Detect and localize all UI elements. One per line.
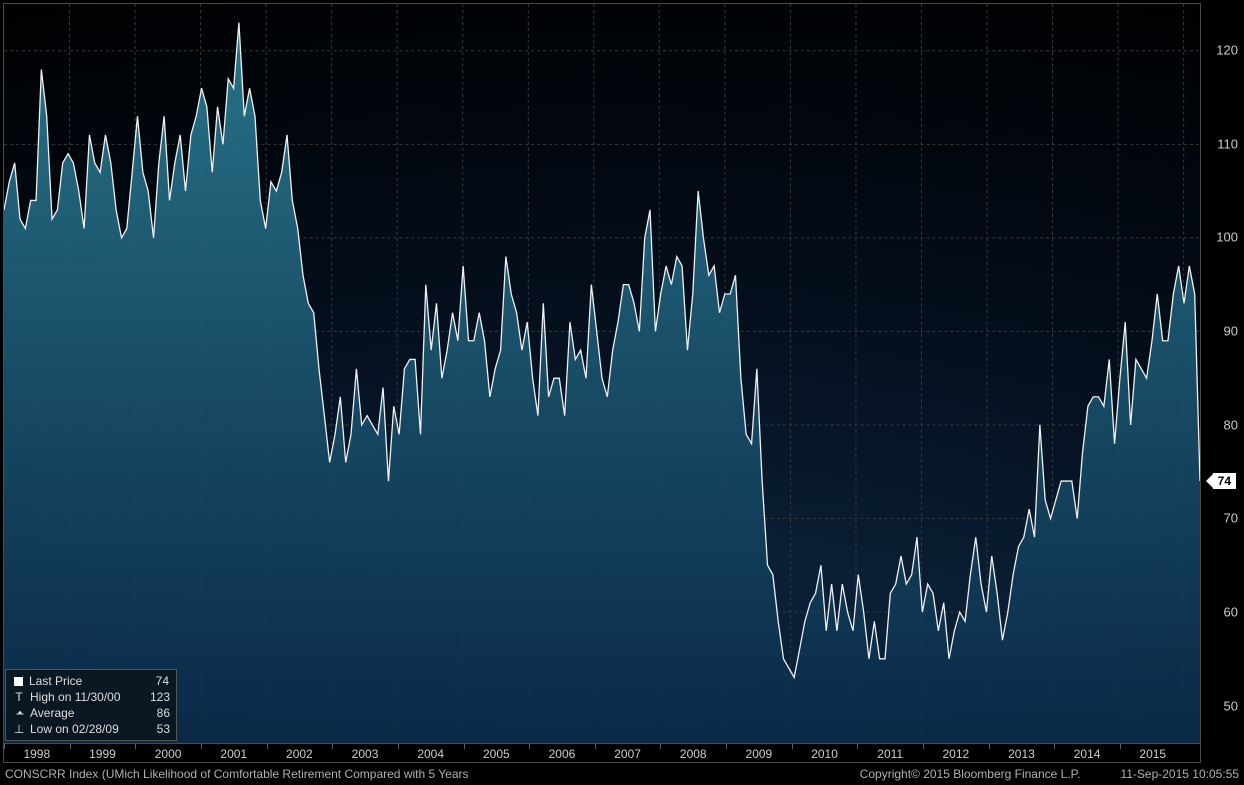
chart-container: 50 60 70 80 90 100 110 120 74 1998 1999 2000 2001 20… xyxy=(0,0,1244,785)
footer-timestamp: 11-Sep-2015 10:05:55 xyxy=(1120,767,1239,781)
low-icon: ⊥ xyxy=(12,721,26,737)
legend-value: 86 xyxy=(148,705,170,721)
x-tick-label: 2007 xyxy=(614,747,641,761)
x-axis: 1998 1999 2000 2001 2002 2003 2004 2005 2006 2007… xyxy=(3,743,1201,763)
x-tick-label: 2014 xyxy=(1074,747,1101,761)
y-tick-label: 50 xyxy=(1224,698,1238,713)
x-tick-label: 2002 xyxy=(286,747,313,761)
y-tick-label: 100 xyxy=(1216,230,1238,245)
x-tick-label: 1999 xyxy=(89,747,116,761)
x-tick-label: 2009 xyxy=(746,747,773,761)
y-tick-label: 90 xyxy=(1224,323,1238,338)
footer: CONSCRR Index (UMich Likelihood of Comfo… xyxy=(3,765,1241,783)
last-value-marker: 74 xyxy=(1213,473,1236,489)
square-icon xyxy=(14,677,23,686)
x-tick-label: 2013 xyxy=(1008,747,1035,761)
high-icon: T xyxy=(12,689,26,705)
x-tick-label: 1998 xyxy=(23,747,50,761)
legend-row-avg: -•- Average 86 xyxy=(12,705,170,721)
y-tick-label: 60 xyxy=(1224,604,1238,619)
x-tick-label: 2005 xyxy=(483,747,510,761)
legend-box: Last Price 74 T High on 11/30/00 123 -•-… xyxy=(5,669,177,741)
area-chart xyxy=(4,4,1200,743)
legend-row-last: Last Price 74 xyxy=(12,673,170,689)
x-tick-label: 2012 xyxy=(942,747,969,761)
legend-label: Last Price xyxy=(29,673,147,689)
x-tick-label: 2003 xyxy=(352,747,379,761)
legend-row-low: ⊥ Low on 02/28/09 53 xyxy=(12,721,170,737)
legend-value: 53 xyxy=(148,721,170,737)
footer-copyright: Copyright© 2015 Bloomberg Finance L.P. xyxy=(860,767,1081,781)
x-tick-label: 2000 xyxy=(155,747,182,761)
legend-label: High on 11/30/00 xyxy=(30,689,148,705)
x-tick-label: 2015 xyxy=(1139,747,1166,761)
plot-area xyxy=(3,3,1201,743)
legend-value: 123 xyxy=(148,689,170,705)
x-tick-label: 2004 xyxy=(417,747,444,761)
x-tick-label: 2001 xyxy=(220,747,247,761)
x-tick-label: 2010 xyxy=(811,747,838,761)
x-tick-label: 2008 xyxy=(680,747,707,761)
x-tick-label: 2006 xyxy=(549,747,576,761)
y-axis: 50 60 70 80 90 100 110 120 74 xyxy=(1202,3,1244,743)
legend-row-high: T High on 11/30/00 123 xyxy=(12,689,170,705)
average-icon: -•- xyxy=(12,705,26,721)
y-tick-label: 120 xyxy=(1216,42,1238,57)
y-tick-label: 70 xyxy=(1224,511,1238,526)
legend-value: 74 xyxy=(147,673,169,689)
footer-index-name: CONSCRR Index (UMich Likelihood of Comfo… xyxy=(3,767,469,781)
y-tick-label: 110 xyxy=(1217,136,1238,151)
x-tick-label: 2011 xyxy=(877,747,903,761)
legend-label: Low on 02/28/09 xyxy=(30,721,148,737)
legend-label: Average xyxy=(30,705,148,721)
y-tick-label: 80 xyxy=(1224,417,1238,432)
